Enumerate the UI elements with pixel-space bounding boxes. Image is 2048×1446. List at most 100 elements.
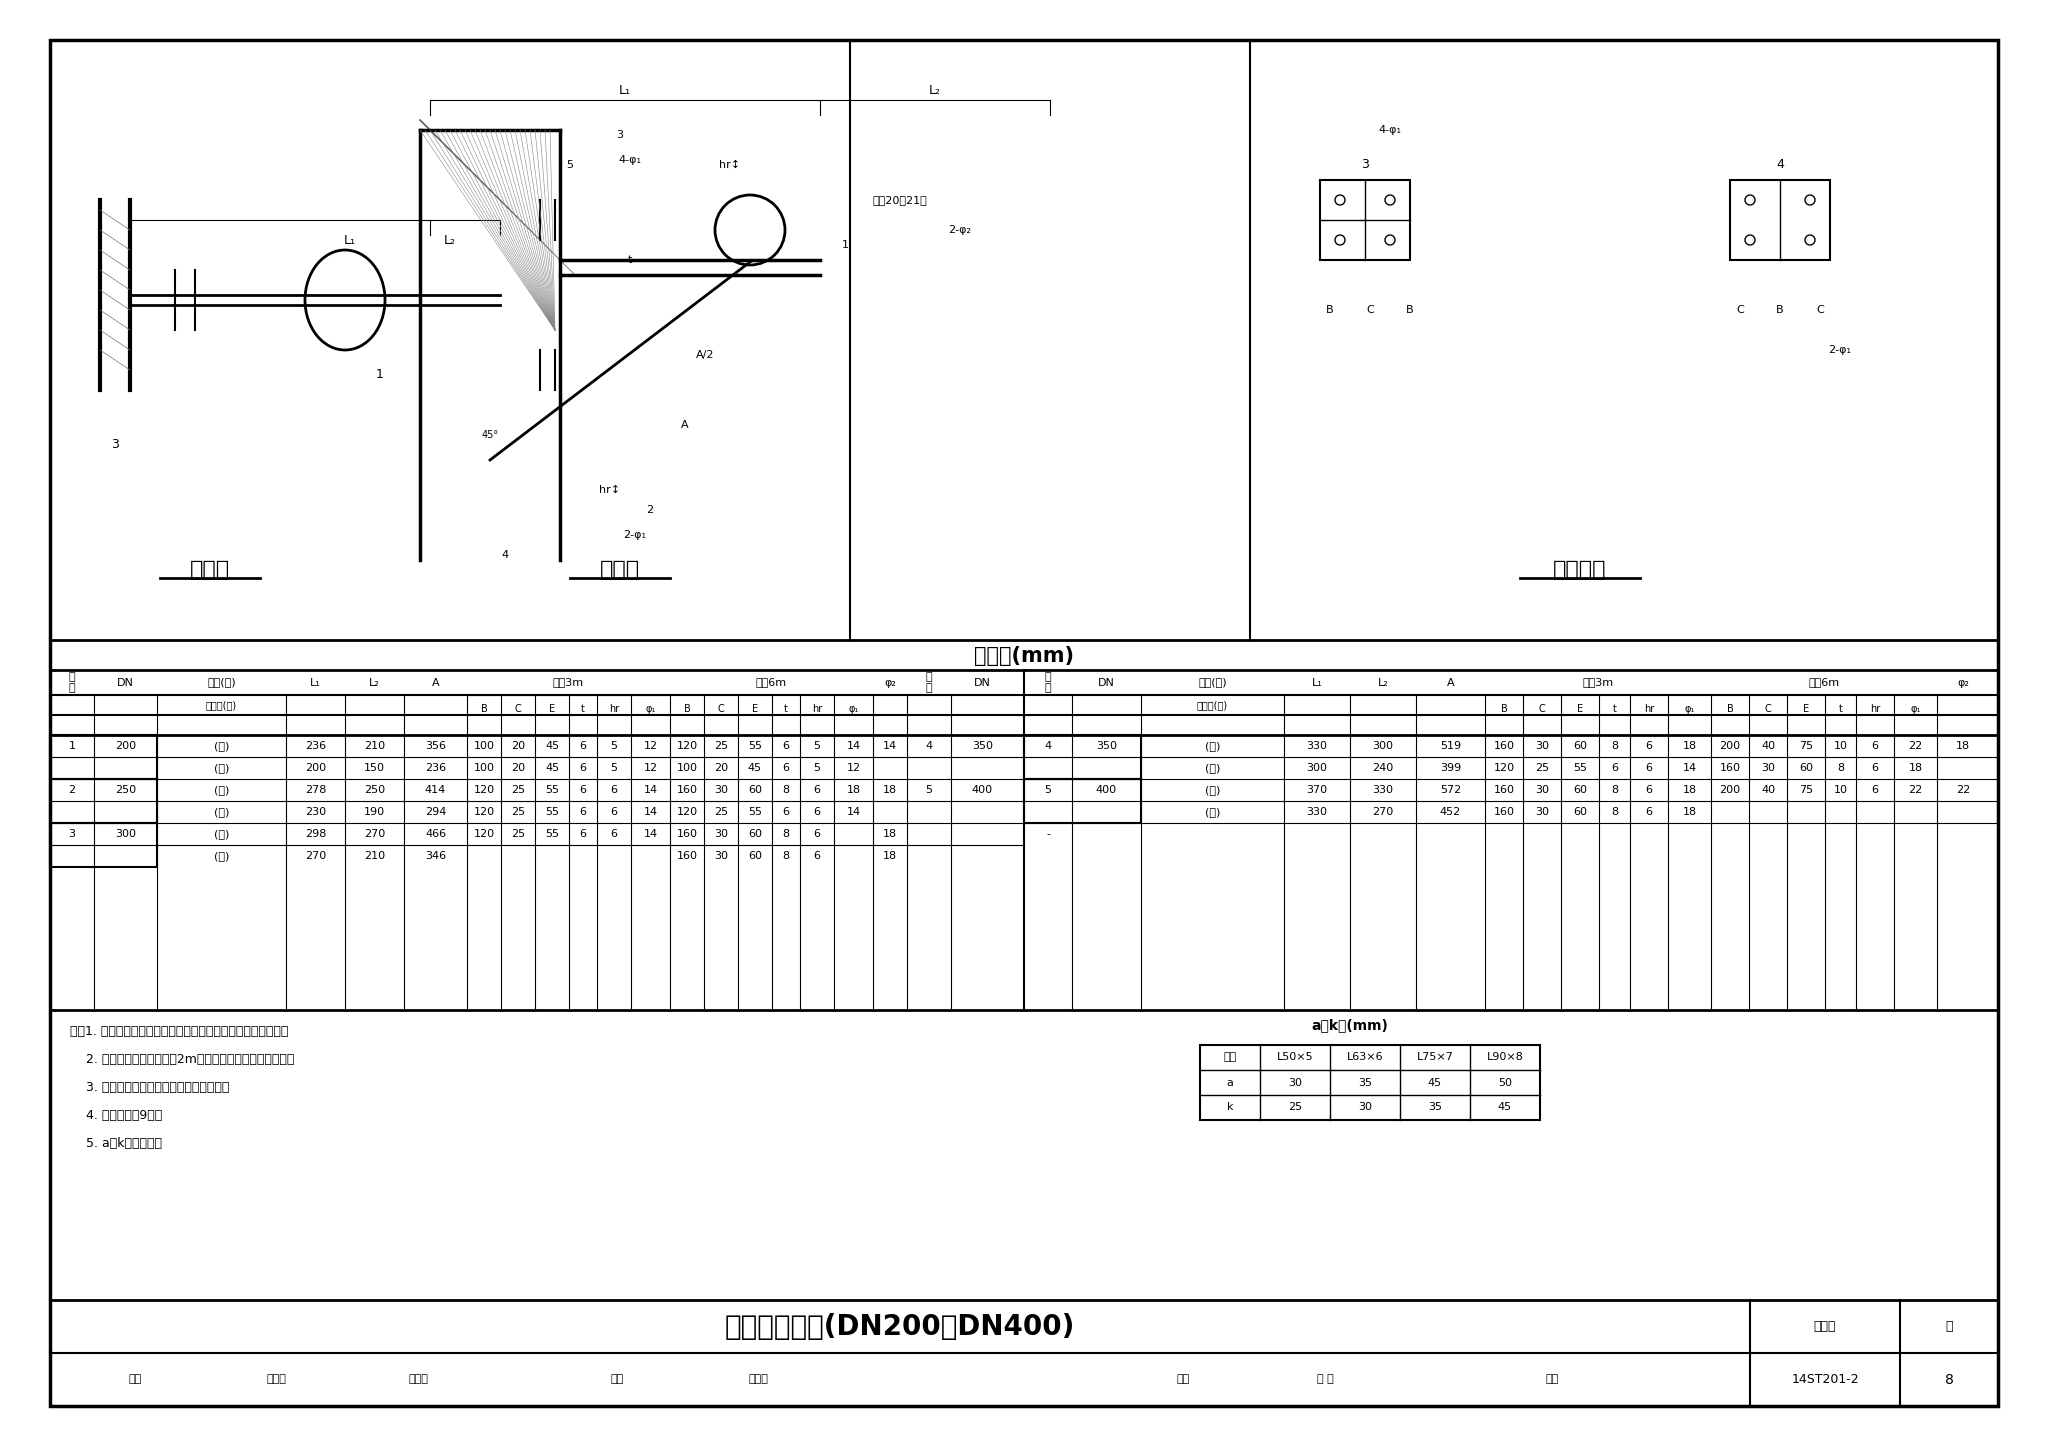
- Text: 236: 236: [424, 763, 446, 774]
- Text: 6: 6: [1612, 763, 1618, 774]
- Text: 160: 160: [1493, 785, 1516, 795]
- Text: L₂: L₂: [930, 84, 940, 97]
- Text: 270: 270: [1372, 807, 1393, 817]
- Text: 14: 14: [643, 785, 657, 795]
- Text: (一): (一): [213, 740, 229, 750]
- Text: 160: 160: [676, 852, 698, 860]
- Text: 8: 8: [1612, 740, 1618, 750]
- Text: (二): (二): [213, 852, 229, 860]
- Text: B: B: [1407, 305, 1413, 315]
- Text: 解 清: 解 清: [1317, 1375, 1333, 1384]
- Text: L50×5: L50×5: [1276, 1053, 1313, 1063]
- Text: 3: 3: [111, 438, 119, 451]
- Text: DN: DN: [1098, 678, 1114, 687]
- Text: 60: 60: [748, 852, 762, 860]
- Text: C: C: [514, 704, 522, 714]
- Text: 8: 8: [782, 852, 791, 860]
- Text: 保温(一): 保温(一): [207, 678, 236, 687]
- Text: 30: 30: [715, 852, 727, 860]
- Text: 210: 210: [365, 740, 385, 750]
- Text: 230: 230: [305, 807, 326, 817]
- Text: 2: 2: [68, 785, 76, 795]
- Text: hr: hr: [608, 704, 618, 714]
- Bar: [1024, 779, 1141, 823]
- Text: 5: 5: [813, 740, 821, 750]
- Text: 18: 18: [1956, 740, 1970, 750]
- Text: 14ST201-2: 14ST201-2: [1792, 1374, 1860, 1387]
- Text: 30: 30: [1536, 807, 1548, 817]
- Bar: [1200, 1045, 1540, 1121]
- Text: t: t: [1839, 704, 1843, 714]
- Text: 6: 6: [1645, 763, 1653, 774]
- Text: 钢板详图: 钢板详图: [1552, 560, 1608, 580]
- Text: 8: 8: [782, 829, 791, 839]
- Text: L₁: L₁: [1311, 678, 1323, 687]
- Text: 孙光群: 孙光群: [408, 1375, 428, 1384]
- Text: 60: 60: [1573, 740, 1587, 750]
- Text: 55: 55: [748, 807, 762, 817]
- Text: 452: 452: [1440, 807, 1460, 817]
- Text: 60: 60: [1573, 785, 1587, 795]
- Text: 序
号: 序 号: [70, 672, 76, 693]
- Text: B: B: [481, 704, 487, 714]
- Text: 12: 12: [643, 740, 657, 750]
- Text: hr: hr: [1645, 704, 1655, 714]
- Text: a、k值(mm): a、k值(mm): [1311, 1018, 1389, 1032]
- Text: 2-φ₂: 2-φ₂: [948, 226, 971, 236]
- Text: L₁: L₁: [344, 233, 356, 246]
- Text: 100: 100: [473, 763, 494, 774]
- Text: 25: 25: [1534, 763, 1548, 774]
- Text: 25: 25: [715, 740, 727, 750]
- Text: B: B: [684, 704, 690, 714]
- Text: B: B: [1776, 305, 1784, 315]
- Text: 30: 30: [715, 829, 727, 839]
- Text: hr: hr: [811, 704, 821, 714]
- Text: 18: 18: [1683, 740, 1696, 750]
- Text: 8: 8: [782, 785, 791, 795]
- Text: 12: 12: [643, 763, 657, 774]
- Text: (一): (一): [213, 785, 229, 795]
- Text: 14: 14: [643, 829, 657, 839]
- Text: 序
号: 序 号: [926, 672, 932, 693]
- Text: 18: 18: [846, 785, 860, 795]
- Text: 35: 35: [1358, 1077, 1372, 1087]
- Text: t: t: [1612, 704, 1616, 714]
- Text: 间距3m: 间距3m: [553, 678, 584, 687]
- Text: 6: 6: [782, 807, 788, 817]
- Text: 55: 55: [545, 829, 559, 839]
- Text: 5: 5: [610, 740, 618, 750]
- Text: 6: 6: [580, 785, 586, 795]
- Text: C: C: [1366, 305, 1374, 315]
- Text: hr↕: hr↕: [719, 161, 741, 171]
- Text: 8: 8: [1837, 763, 1843, 774]
- Text: 330: 330: [1307, 807, 1327, 817]
- Text: A: A: [1446, 678, 1454, 687]
- Text: 尺寸表(mm): 尺寸表(mm): [975, 646, 1073, 667]
- Text: 40: 40: [1761, 785, 1776, 795]
- Text: 150: 150: [365, 763, 385, 774]
- Text: 5: 5: [813, 763, 821, 774]
- Text: 22: 22: [1909, 785, 1923, 795]
- Text: 见第20、21页: 见第20、21页: [872, 195, 928, 205]
- Text: 2: 2: [647, 505, 653, 515]
- Text: 356: 356: [426, 740, 446, 750]
- Text: A: A: [682, 419, 688, 429]
- Text: C: C: [1765, 704, 1772, 714]
- Text: 200: 200: [1720, 785, 1741, 795]
- Text: 18: 18: [883, 852, 897, 860]
- Bar: [49, 669, 1999, 1009]
- Text: 25: 25: [510, 829, 524, 839]
- Text: 240: 240: [1372, 763, 1393, 774]
- Text: 22: 22: [1909, 740, 1923, 750]
- Text: 18: 18: [883, 829, 897, 839]
- Text: 120: 120: [473, 829, 494, 839]
- Text: 图集号: 图集号: [1815, 1320, 1837, 1333]
- Text: 100: 100: [676, 763, 698, 774]
- Text: hr: hr: [1870, 704, 1880, 714]
- Text: 160: 160: [1720, 763, 1741, 774]
- Text: 1: 1: [842, 240, 848, 250]
- Text: 4: 4: [502, 549, 508, 560]
- Text: 60: 60: [748, 829, 762, 839]
- Text: C: C: [717, 704, 725, 714]
- Text: DN: DN: [975, 678, 991, 687]
